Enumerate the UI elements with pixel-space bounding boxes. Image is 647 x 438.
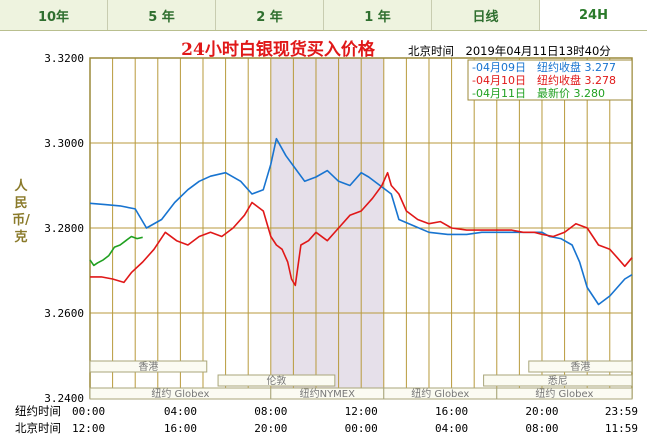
x-axis-row-label: 北京时间 [15,421,61,435]
market-session-bar [483,374,633,387]
x-tick-label: 12:00 [345,405,378,418]
x-tick-label: 20:00 [525,405,558,418]
y-tick-label: 3.2600 [44,307,84,320]
market-session-bar [496,387,633,400]
market-session-label: 纽约NYMEX [300,387,356,400]
series-line-3 [89,235,143,267]
chart-title: 24小时白银现货买入价格 [181,39,376,60]
series-line-1 [89,137,633,306]
tab-2-year[interactable]: 2 年 [216,0,324,30]
x-tick-label: 04:00 [164,405,197,418]
y-axis-label: 人民币/克 [12,179,30,245]
market-session-bar [528,360,633,373]
legend-entry: -04月11日 最新价 3.280 [472,86,605,100]
tab-daily[interactable]: 日线 [432,0,540,30]
market-session-label: 纽约 Globex [151,387,209,400]
tab-1-year[interactable]: 1 年 [324,0,432,30]
x-tick-label: 08:00 [254,405,287,418]
y-tick-label: 3.2400 [44,392,84,405]
x-tick-label: 08:00 [525,422,558,435]
series-line-2 [90,171,633,287]
x-tick-label: 00:00 [345,422,378,435]
x-tick-label: 12:00 [72,422,105,435]
x-axis-row-label: 纽约时间 [15,404,61,418]
x-tick-label: 11:59 [605,422,638,435]
legend-entry: -04月10日 纽约收盘 3.278 [472,73,616,87]
x-tick-label: 23:59 [605,405,638,418]
legend-entry: -04月09日 纽约收盘 3.277 [472,60,616,74]
market-session-label: 纽约 Globex [411,387,469,400]
tab-5-year[interactable]: 5 年 [108,0,216,30]
x-tick-label: 16:00 [435,405,468,418]
x-tick-label: 20:00 [254,422,287,435]
y-tick-label: 3.3200 [44,52,84,65]
timestamp-label: 北京时间 2019年04月11日13时40分 [408,44,611,58]
market-session-label: 伦敦 [266,374,286,387]
y-tick-label: 3.2800 [44,222,84,235]
period-tabs: 10年 5 年 2 年 1 年 日线 24H [0,0,647,31]
y-tick-label: 3.3000 [44,137,84,150]
x-tick-label: 04:00 [435,422,468,435]
market-session-bar [217,374,336,387]
tab-10-year[interactable]: 10年 [0,0,108,30]
tab-24h[interactable]: 24H [540,0,647,30]
x-tick-label: 16:00 [164,422,197,435]
market-session-bar [89,360,208,373]
market-session-label: 纽约 Globex [535,387,593,400]
market-session-label: 香港 [570,361,590,373]
market-session-label: 香港 [138,361,158,373]
legend-box [467,59,633,101]
market-session-label: 悉尼 [548,375,568,387]
x-tick-label: 00:00 [72,405,105,418]
